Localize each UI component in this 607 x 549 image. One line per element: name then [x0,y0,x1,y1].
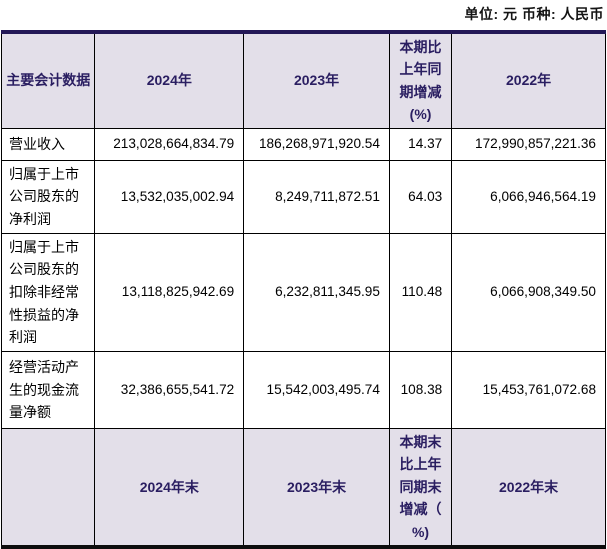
cell-2023-value: 186,268,971,920.54 [243,127,390,161]
cell-yoy-change: 108.38 [388,350,453,429]
header-2024: 2024年 [94,31,245,129]
key-accounting-data-table: 主要会计数据 2024年 2023年 本期比 上年同 期增减 (%) 2022年… [0,30,606,549]
cell-2022-value: 6,066,946,564.19 [451,159,606,234]
cell-yoy-change: 64.03 [388,159,453,234]
footer-header-empty [0,427,96,548]
table-row-net-profit: 归属于上市公司股东的净利润 13,532,035,002.94 8,249,71… [0,159,606,234]
cell-2024-value: 32,386,655,541.72 [94,350,245,429]
cell-yoy-change: 110.48 [388,232,453,352]
row-label: 归属于上市公司股东的净利润 [0,159,96,234]
footer-header-2023-end: 2023年末 [243,427,390,548]
footer-header-2024-end: 2024年末 [94,427,245,548]
footer-header-2022-end: 2022年末 [451,427,606,548]
cell-2023-value: 8,249,711,872.51 [243,159,390,234]
cell-2022-value: 6,066,908,349.50 [451,232,606,352]
row-label: 归属于上市公司股东的扣除非经常性损益的净利润 [0,232,96,352]
cell-2022-value: 172,990,857,221.36 [451,127,606,161]
table-footer-header-row: 2024年末 2023年末 本期末 比上年 同期末 增减（ %) 2022年末 [0,427,606,548]
table-header-row: 主要会计数据 2024年 2023年 本期比 上年同 期增减 (%) 2022年 [0,31,606,129]
footer-header-period-end-change: 本期末 比上年 同期末 增减（ %) [388,427,453,548]
table-row-revenue: 营业收入 213,028,664,834.79 186,268,971,920.… [0,127,606,161]
unit-currency-caption: 单位: 元 币种: 人民币 [464,6,604,22]
cell-2023-value: 15,542,003,495.74 [243,350,390,429]
header-2022: 2022年 [451,31,606,129]
header-2023: 2023年 [243,31,390,129]
row-label: 经营活动产生的现金流量净额 [0,350,96,429]
cell-2023-value: 6,232,811,345.95 [243,232,390,352]
cell-2024-value: 213,028,664,834.79 [94,127,245,161]
cell-2024-value: 13,532,035,002.94 [94,159,245,234]
header-yoy-change: 本期比 上年同 期增减 (%) [388,31,453,129]
cell-2024-value: 13,118,825,942.69 [94,232,245,352]
cell-2022-value: 15,453,761,072.68 [451,350,606,429]
row-label: 营业收入 [0,127,96,161]
financial-report-page: 单位: 元 币种: 人民币 主要会计数据 2024年 2023年 本期比 上年同… [0,6,606,549]
table-row-net-profit-excl-nonrecurring: 归属于上市公司股东的扣除非经常性损益的净利润 13,118,825,942.69… [0,232,606,352]
table-row-operating-cash-flow: 经营活动产生的现金流量净额 32,386,655,541.72 15,542,0… [0,350,606,429]
cell-yoy-change: 14.37 [388,127,453,161]
header-main-indicators: 主要会计数据 [0,31,96,129]
